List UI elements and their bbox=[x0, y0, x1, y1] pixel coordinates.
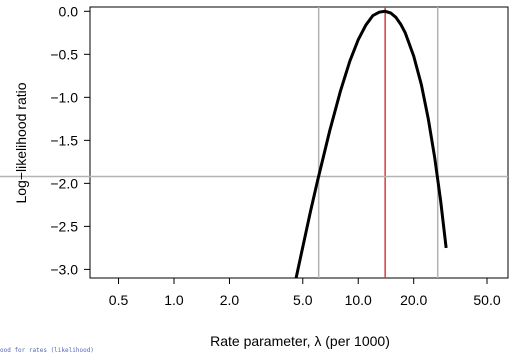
y-tick-label: −2.5 bbox=[50, 218, 78, 234]
x-tick-label: 5.0 bbox=[293, 292, 313, 308]
x-axis-title: Rate parameter, λ (per 1000) bbox=[210, 333, 390, 349]
y-axis: 0.0 −0.5 −1.0 −1.5 −2.0 −2.5 −3.0 bbox=[50, 3, 90, 277]
x-tick-label: 1.0 bbox=[164, 292, 184, 308]
y-tick-label: 0.0 bbox=[59, 3, 79, 19]
y-axis-title: Log−likelihood ratio bbox=[13, 82, 29, 203]
y-tick-label: −1.0 bbox=[50, 89, 78, 105]
footnote: ood for rates (likelihood) bbox=[0, 347, 94, 354]
x-axis: 0.5 1.0 2.0 5.0 10.0 20.0 50.0 bbox=[109, 278, 501, 308]
x-tick-label: 2.0 bbox=[220, 292, 240, 308]
x-tick-label: 50.0 bbox=[473, 292, 500, 308]
y-tick-label: −2.0 bbox=[50, 175, 78, 191]
x-tick-label: 0.5 bbox=[109, 292, 129, 308]
y-tick-label: −1.5 bbox=[50, 132, 78, 148]
x-tick-label: 10.0 bbox=[345, 292, 372, 308]
y-tick-label: −0.5 bbox=[50, 46, 78, 62]
x-tick-label: 20.0 bbox=[400, 292, 427, 308]
plot-frame bbox=[89, 6, 509, 279]
reference-lines bbox=[0, 7, 508, 278]
likelihood-curve bbox=[294, 9, 448, 279]
y-tick-label: −3.0 bbox=[50, 261, 78, 277]
